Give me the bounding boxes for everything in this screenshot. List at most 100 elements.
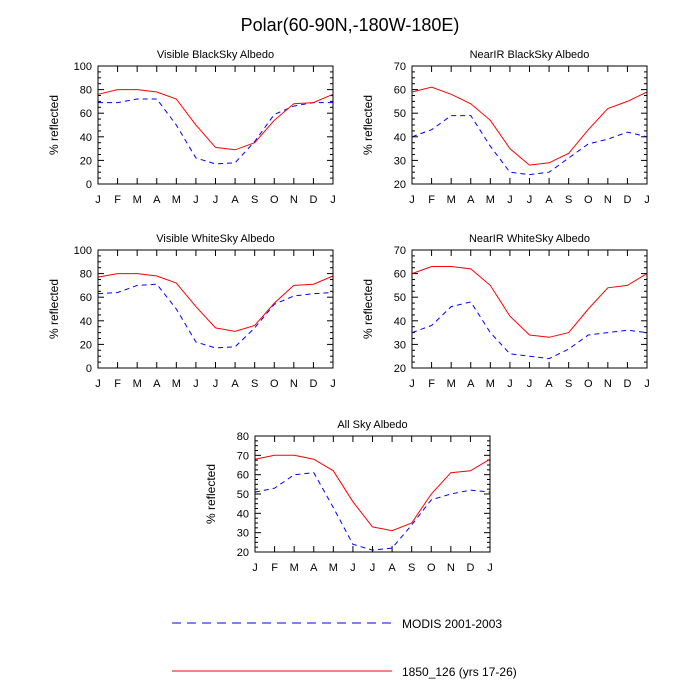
x-tick-label: A xyxy=(467,378,475,390)
chart-title: Visible BlackSky Albedo xyxy=(157,49,274,61)
x-tick-label: M xyxy=(447,194,456,206)
y-tick-label: 20 xyxy=(394,363,406,375)
x-tick-label: M xyxy=(133,378,142,390)
x-tick-label: A xyxy=(231,194,239,206)
x-tick-label: O xyxy=(584,194,593,206)
plot-frame xyxy=(411,249,648,369)
y-tick-label: 60 xyxy=(394,269,406,281)
x-tick-label: S xyxy=(251,378,258,390)
legend-label-model: 1850_126 (yrs 17-26) xyxy=(402,665,517,679)
y-tick-label: 70 xyxy=(394,61,406,73)
series-line-model xyxy=(254,454,491,532)
plot-frame xyxy=(254,435,491,553)
y-tick-label: 60 xyxy=(80,292,92,304)
y-tick-label: 40 xyxy=(237,508,249,520)
x-tick-label: M xyxy=(172,378,181,390)
x-tick-label: F xyxy=(114,194,121,206)
x-tick-label: N xyxy=(290,194,298,206)
y-tick-label: 60 xyxy=(80,108,92,120)
x-tick-label: O xyxy=(427,562,436,574)
x-tick-label: J xyxy=(409,378,415,390)
chart-panels: Visible BlackSky Albedo % reflected 0 20 40 6… xyxy=(47,49,650,574)
y-tick-label: 60 xyxy=(237,470,249,482)
y-tick-label: 30 xyxy=(394,339,406,351)
y-tick-label: 50 xyxy=(394,108,406,120)
chart-panel-3: Visible WhiteSky Albedo % reflected 0 20 40 6… xyxy=(47,233,336,390)
chart-panel-5: All Sky Albedo % reflected 20 30 40 50 60 70 80 J… xyxy=(204,419,493,574)
x-tick-label: J xyxy=(95,378,101,390)
x-tick-label: A xyxy=(310,562,318,574)
series-line-modis xyxy=(411,115,648,176)
x-tick-label: J xyxy=(507,194,513,206)
x-tick-label: A xyxy=(545,194,553,206)
x-tick-label: D xyxy=(623,378,631,390)
y-tick-label: 20 xyxy=(80,155,92,167)
x-tick-label: N xyxy=(604,194,612,206)
x-tick-label: S xyxy=(408,562,415,574)
x-tick-label: D xyxy=(623,194,631,206)
y-tick-label: 40 xyxy=(394,132,406,144)
y-tick-label: 60 xyxy=(394,85,406,97)
y-axis-label: % reflected xyxy=(204,464,218,524)
y-tick-label: 70 xyxy=(237,450,249,462)
x-tick-label: J xyxy=(527,378,533,390)
y-tick-label: 100 xyxy=(74,61,92,73)
x-tick-label: M xyxy=(486,378,495,390)
chart-panel-4: NearIR WhiteSky Albedo % reflected 20 30 40 5… xyxy=(361,233,650,390)
x-tick-label: J xyxy=(487,562,493,574)
chart-title: Visible WhiteSky Albedo xyxy=(156,233,274,245)
x-tick-label: N xyxy=(447,562,455,574)
x-tick-label: A xyxy=(545,378,553,390)
y-tick-label: 20 xyxy=(394,179,406,191)
series-line-model xyxy=(97,89,334,151)
x-tick-label: A xyxy=(153,194,161,206)
y-tick-label: 20 xyxy=(237,547,249,559)
x-tick-label: S xyxy=(251,194,258,206)
x-tick-label: J xyxy=(193,378,199,390)
y-tick-label: 30 xyxy=(394,155,406,167)
series-line-modis xyxy=(97,283,334,349)
y-tick-label: 50 xyxy=(237,489,249,501)
y-tick-label: 70 xyxy=(394,245,406,257)
x-tick-label: J xyxy=(213,378,219,390)
x-tick-label: M xyxy=(447,378,456,390)
figure-title: Polar(60-90N,-180W-180E) xyxy=(241,15,460,35)
y-axis-label: % reflected xyxy=(361,279,375,339)
y-tick-label: 80 xyxy=(80,269,92,281)
x-tick-label: S xyxy=(565,378,572,390)
x-tick-label: M xyxy=(290,562,299,574)
x-tick-label: J xyxy=(370,562,376,574)
x-tick-label: J xyxy=(644,194,650,206)
x-tick-label: D xyxy=(309,378,317,390)
x-tick-label: D xyxy=(466,562,474,574)
series-line-modis xyxy=(98,98,333,165)
plot-frame xyxy=(97,249,334,369)
chart-panel-2: NearIR BlackSky Albedo % reflected 20 30 40 5… xyxy=(361,49,650,206)
y-tick-label: 80 xyxy=(237,431,249,443)
y-tick-label: 30 xyxy=(237,528,249,540)
x-tick-label: A xyxy=(467,194,475,206)
x-tick-label: J xyxy=(409,194,415,206)
series-line-modis xyxy=(254,472,491,551)
x-tick-label: O xyxy=(270,378,279,390)
y-tick-label: 40 xyxy=(394,316,406,328)
x-tick-label: A xyxy=(388,562,396,574)
x-tick-label: S xyxy=(565,194,572,206)
series-line-model xyxy=(411,86,648,166)
legend-label-modis: MODIS 2001-2003 xyxy=(402,617,502,631)
series-line-model xyxy=(411,266,648,338)
series-line-model xyxy=(97,273,334,332)
x-tick-label: F xyxy=(428,378,435,390)
y-tick-label: 80 xyxy=(80,85,92,97)
x-tick-label: J xyxy=(95,194,101,206)
x-tick-label: F xyxy=(271,562,278,574)
plot-frame xyxy=(97,65,334,185)
x-tick-label: D xyxy=(309,194,317,206)
x-tick-label: M xyxy=(172,194,181,206)
chart-title: NearIR WhiteSky Albedo xyxy=(469,233,590,245)
y-tick-label: 50 xyxy=(394,292,406,304)
x-tick-label: J xyxy=(193,194,199,206)
y-axis-label: % reflected xyxy=(361,95,375,155)
x-tick-label: M xyxy=(329,562,338,574)
